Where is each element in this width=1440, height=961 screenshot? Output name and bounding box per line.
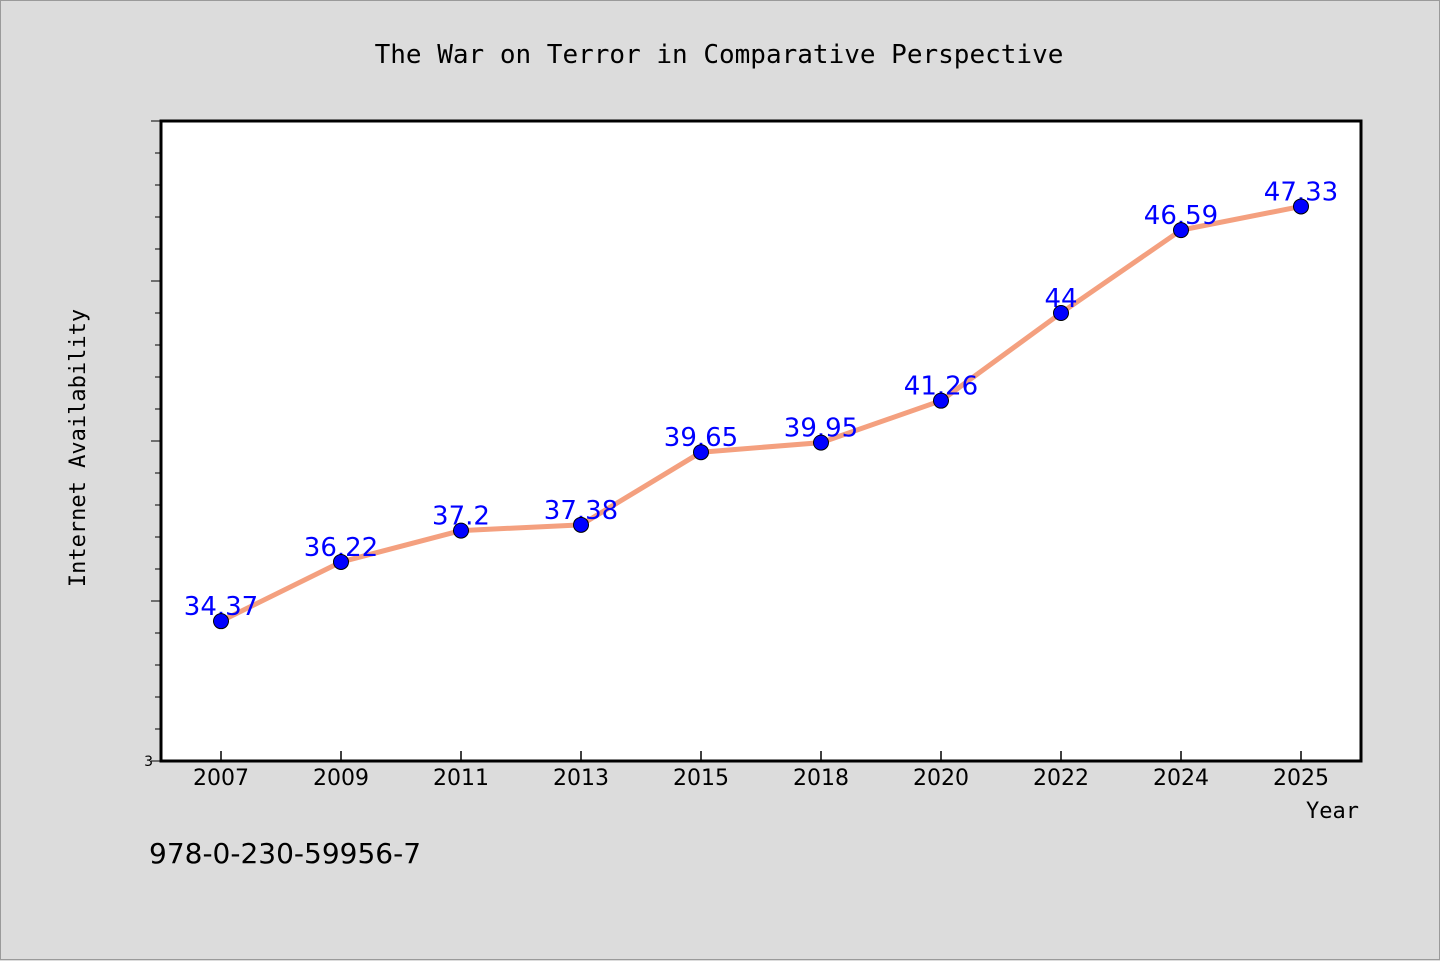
data-markers xyxy=(213,198,1309,630)
x-tick-label: 2007 xyxy=(193,766,249,791)
data-point xyxy=(213,613,229,630)
data-point xyxy=(453,522,469,539)
data-point xyxy=(933,392,949,409)
y-axis-title: Internet Availability xyxy=(66,309,91,587)
x-tick-label: 2025 xyxy=(1273,766,1329,791)
x-tick-label: 2009 xyxy=(313,766,369,791)
footer-code: 978-0-230-59956-7 xyxy=(149,837,421,870)
data-point xyxy=(813,434,829,451)
data-point xyxy=(693,444,709,461)
data-point xyxy=(1293,198,1309,215)
y-tick-label: 3 xyxy=(144,754,153,770)
chart-title: The War on Terror in Comparative Perspec… xyxy=(375,40,1064,70)
x-tick-label: 2020 xyxy=(913,766,969,791)
x-axis-ticks xyxy=(220,751,1302,761)
x-tick-label: 2013 xyxy=(553,766,609,791)
x-tick-label: 2011 xyxy=(433,766,489,791)
plot-area xyxy=(159,119,1363,763)
x-axis-tick-labels: 2007 2009 2011 2013 2015 2018 2020 2022 2024 2025 xyxy=(193,766,1329,791)
series-line xyxy=(219,203,1302,624)
x-tick-label: 2024 xyxy=(1153,766,1209,791)
y-axis-ticks xyxy=(151,120,161,762)
x-tick-label: 2015 xyxy=(673,766,729,791)
y-axis-tick-labels: 3 xyxy=(144,754,153,770)
data-point xyxy=(573,516,589,533)
x-tick-label: 2022 xyxy=(1033,766,1089,791)
x-tick-label: 2018 xyxy=(793,766,849,791)
x-axis-title: Year xyxy=(1306,799,1359,824)
data-point xyxy=(1173,222,1189,239)
data-point xyxy=(333,553,349,570)
data-point xyxy=(1053,305,1069,321)
